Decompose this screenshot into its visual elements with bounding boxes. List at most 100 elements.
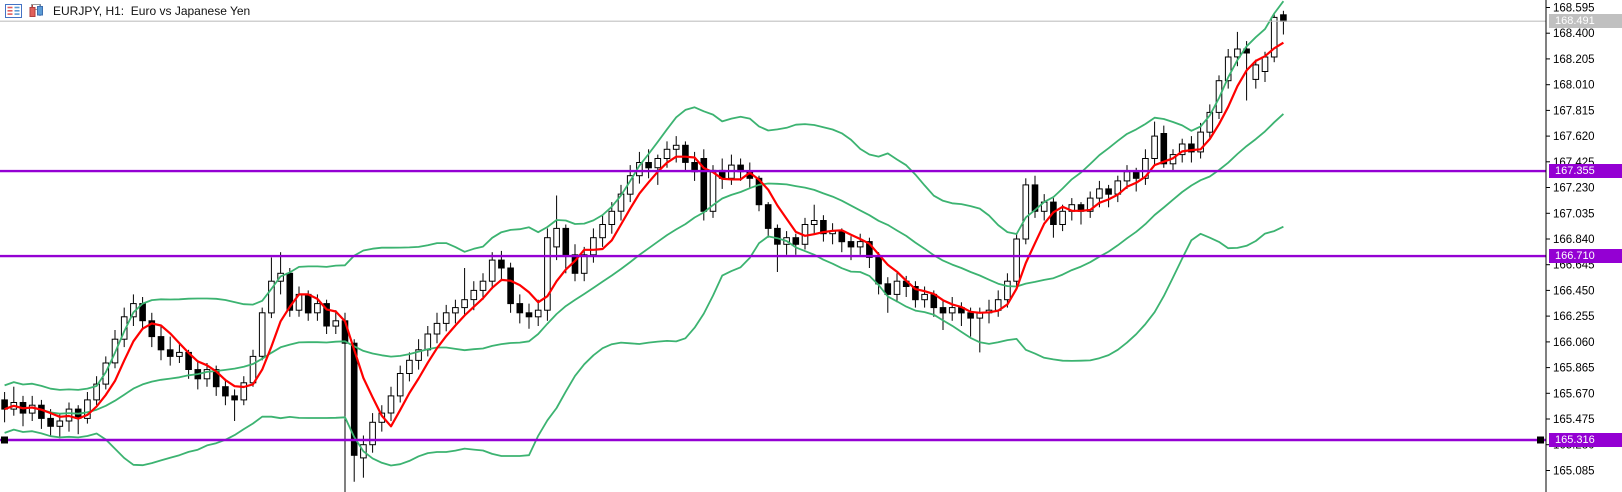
candle-body xyxy=(663,148,671,160)
line-drag-handle[interactable] xyxy=(1537,436,1544,444)
candle-body xyxy=(323,303,330,327)
candle-body xyxy=(893,280,901,295)
axis-tick-label: 167.620 xyxy=(1553,131,1595,143)
candle-body xyxy=(176,351,183,357)
axis-tick-label: 165.670 xyxy=(1553,388,1595,400)
candle-body xyxy=(231,395,238,401)
candle-body xyxy=(56,420,64,427)
current-price-badge: 168.491 xyxy=(1549,14,1622,29)
candle-body xyxy=(525,312,533,318)
candle-body xyxy=(93,383,100,401)
candle-body xyxy=(562,227,570,256)
candle-body xyxy=(1105,188,1112,195)
candle-body xyxy=(1142,158,1149,179)
axis-tick-label: 165.085 xyxy=(1553,466,1595,478)
candle-body xyxy=(1280,14,1287,22)
candle-body xyxy=(1224,56,1232,82)
candle-body xyxy=(645,162,652,169)
candle-body xyxy=(433,322,441,335)
candle-body xyxy=(939,307,947,314)
candle-body xyxy=(415,349,422,361)
candle-body xyxy=(387,395,395,414)
candle-body xyxy=(1004,280,1011,301)
candle-body xyxy=(304,293,312,314)
candle-body xyxy=(314,303,321,314)
hline-badge-1: 166.710 xyxy=(1549,249,1622,264)
candle-body xyxy=(544,237,551,311)
candle-body xyxy=(332,320,340,327)
candle-body xyxy=(654,158,662,169)
candle-body xyxy=(884,283,892,295)
candle-body xyxy=(157,336,165,351)
candle-body xyxy=(203,369,211,380)
candle-body xyxy=(396,373,404,397)
candle-body xyxy=(350,342,358,456)
candle-body xyxy=(507,267,514,305)
candle-body xyxy=(599,224,606,239)
candle-body xyxy=(1252,64,1260,80)
axis-tick-label: 165.865 xyxy=(1553,363,1595,375)
chart-title: EURJPY, H1: Euro vs Japanese Yen xyxy=(53,4,251,18)
candle-body xyxy=(866,241,873,258)
bollinger-middle-band xyxy=(4,113,1285,415)
bollinger-upper-band xyxy=(4,0,1285,391)
candle-body xyxy=(608,210,616,226)
candle-body xyxy=(258,312,266,357)
axis-tick-label: 168.010 xyxy=(1553,80,1595,92)
candle-body xyxy=(553,227,560,248)
candle-body xyxy=(479,280,487,291)
candle-body xyxy=(1188,143,1195,153)
candle-body xyxy=(1151,135,1158,160)
candle-body xyxy=(1096,188,1103,199)
candle-body xyxy=(682,144,689,163)
candle-body xyxy=(1022,184,1030,240)
candle-body xyxy=(516,303,524,314)
chart-list-icon xyxy=(5,4,22,18)
candle-body xyxy=(1234,48,1241,58)
candle-body xyxy=(442,312,450,324)
candle-body xyxy=(1059,210,1066,226)
candle-body xyxy=(590,237,597,256)
candle-body xyxy=(875,257,882,285)
axis-tick-label: 165.475 xyxy=(1553,414,1595,426)
axis-tick-label: 167.815 xyxy=(1553,105,1595,117)
candle-body xyxy=(424,333,432,351)
candle-body xyxy=(847,241,855,248)
candle-body xyxy=(84,399,91,419)
candle-body xyxy=(1160,133,1168,165)
candle-body xyxy=(921,293,928,301)
candle-body xyxy=(452,307,459,314)
hline-badge-2: 165.316 xyxy=(1549,433,1622,447)
candle-body xyxy=(1270,16,1278,58)
candle-body xyxy=(580,254,588,274)
candle-body xyxy=(764,204,772,229)
line-drag-handle[interactable] xyxy=(1,436,8,444)
candle-body xyxy=(240,382,248,401)
candle-body xyxy=(249,355,257,384)
candle-body xyxy=(672,144,680,150)
candle-body xyxy=(948,307,956,314)
candle-body xyxy=(856,241,864,248)
candle-body xyxy=(792,237,800,245)
candle-body xyxy=(406,359,413,374)
candle-body xyxy=(1206,111,1214,133)
candle-body xyxy=(912,286,919,301)
candle-body xyxy=(1086,197,1094,212)
axis-tick-label: 166.255 xyxy=(1553,311,1595,323)
axis-tick-label: 166.060 xyxy=(1553,337,1595,349)
candle-body xyxy=(369,421,376,446)
candle-body xyxy=(1132,171,1140,179)
candle-body xyxy=(212,369,220,388)
candle-body xyxy=(222,386,229,397)
candle-body xyxy=(498,259,505,269)
candle-body xyxy=(1013,238,1020,282)
bar-chart-icon xyxy=(27,4,45,18)
axis-tick-label: 168.205 xyxy=(1553,54,1595,66)
candle-body xyxy=(1123,171,1131,182)
candle-body xyxy=(47,417,54,427)
candle-body xyxy=(1031,184,1039,212)
chart-header: EURJPY, H1: Euro vs Japanese Yen xyxy=(5,3,250,19)
axis-tick-label: 167.230 xyxy=(1553,183,1595,195)
